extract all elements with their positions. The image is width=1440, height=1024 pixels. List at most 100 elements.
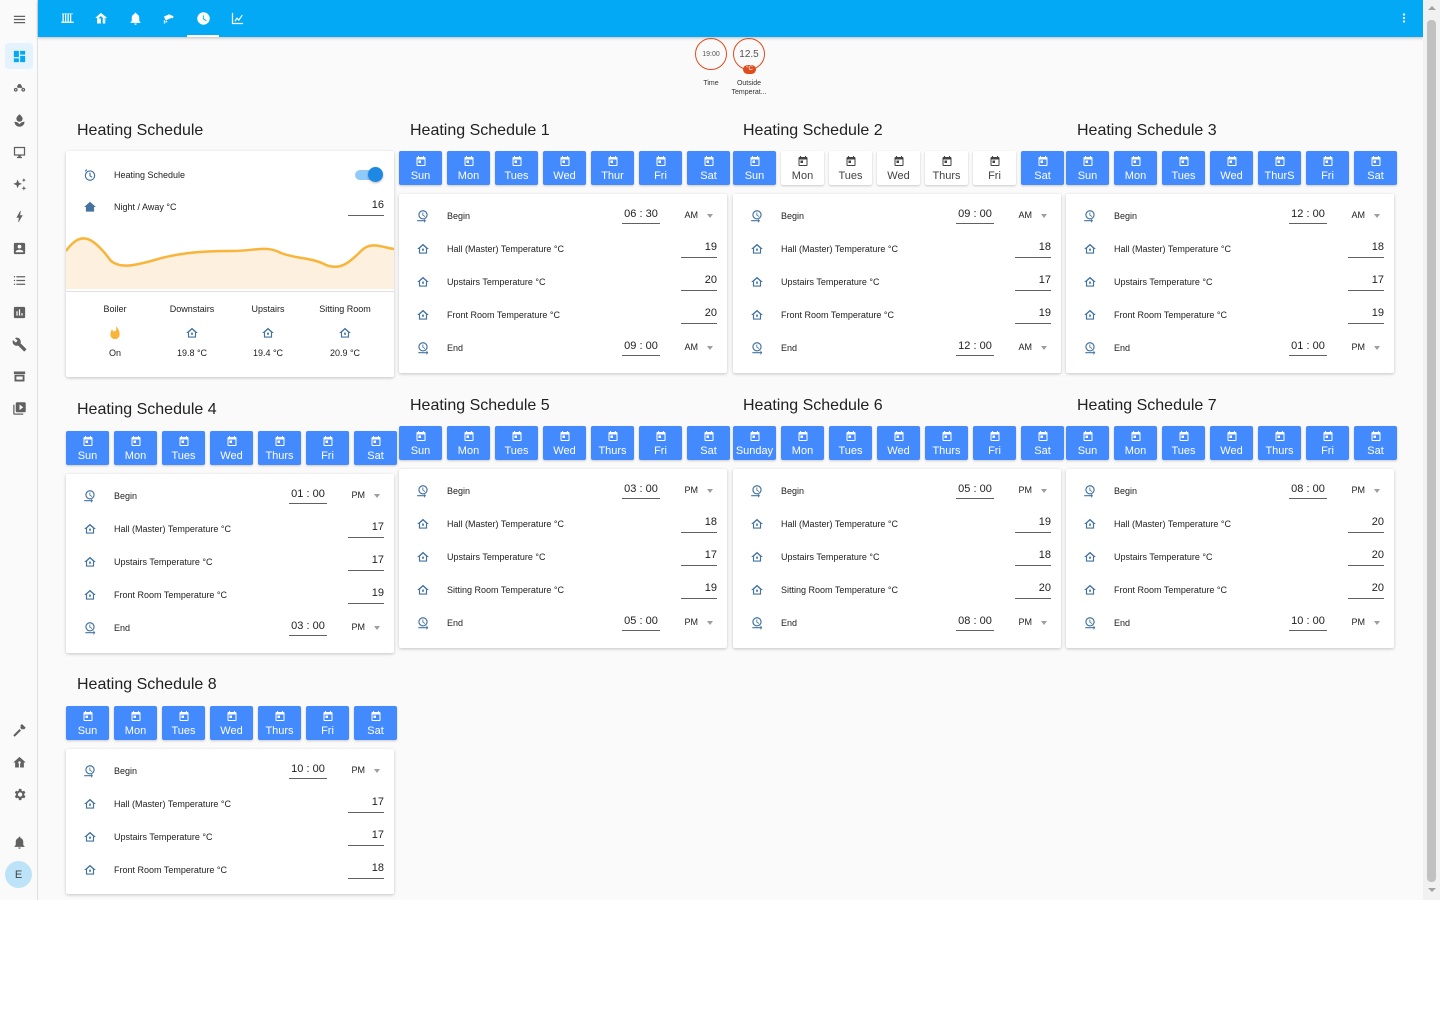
sidebar-item-home-settings[interactable] bbox=[5, 749, 33, 775]
tab-cameras[interactable] bbox=[152, 0, 186, 37]
day-button-wed[interactable]: Wed bbox=[543, 151, 586, 185]
sidebar-item-mower[interactable] bbox=[5, 75, 33, 101]
day-button-sun[interactable]: Sun bbox=[399, 426, 442, 460]
zone-0[interactable]: Boiler On bbox=[80, 304, 150, 358]
heating-schedule-toggle-row[interactable]: Heating Schedule bbox=[66, 160, 394, 193]
sidebar-item-people[interactable] bbox=[5, 235, 33, 261]
begin-ampm[interactable]: PM bbox=[1018, 485, 1033, 495]
temperature-input[interactable]: 20 bbox=[1348, 577, 1384, 599]
chevron-down-icon[interactable] bbox=[1041, 214, 1047, 218]
sidebar-item-plants[interactable] bbox=[5, 107, 33, 133]
day-button-tues[interactable]: Tues bbox=[1162, 151, 1205, 185]
chevron-down-icon[interactable] bbox=[1041, 346, 1047, 350]
temperature-input[interactable]: 17 bbox=[348, 549, 384, 571]
day-button-fri[interactable]: Fri bbox=[1306, 426, 1349, 460]
chevron-down-icon[interactable] bbox=[707, 214, 713, 218]
day-button-thurs[interactable]: Thurs bbox=[258, 431, 301, 465]
day-button-sun[interactable]: Sun bbox=[1066, 151, 1109, 185]
sidebar-item-logbook[interactable] bbox=[5, 267, 33, 293]
badge-time[interactable]: 19:00 Time bbox=[691, 38, 731, 88]
end-ampm[interactable]: PM bbox=[351, 622, 366, 632]
day-button-fri[interactable]: Fri bbox=[639, 151, 682, 185]
temperature-input[interactable]: 20 bbox=[681, 302, 717, 324]
begin-ampm[interactable]: AM bbox=[684, 210, 699, 220]
temperature-input[interactable]: 17 bbox=[1348, 269, 1384, 291]
end-time-input[interactable]: 05 : 00 bbox=[622, 611, 660, 631]
temperature-input[interactable]: 18 bbox=[681, 511, 717, 533]
day-button-sun[interactable]: Sun bbox=[66, 431, 109, 465]
chevron-down-icon[interactable] bbox=[707, 346, 713, 350]
begin-time-input[interactable]: 06 : 30 bbox=[622, 204, 660, 224]
day-button-sun[interactable]: Sun bbox=[399, 151, 442, 185]
chevron-down-icon[interactable] bbox=[1041, 621, 1047, 625]
day-button-thur[interactable]: Thur bbox=[591, 151, 634, 185]
chevron-down-icon[interactable] bbox=[374, 626, 380, 630]
temperature-input[interactable]: 17 bbox=[681, 544, 717, 566]
begin-ampm[interactable]: AM bbox=[1018, 210, 1033, 220]
begin-time-input[interactable]: 12 : 00 bbox=[1289, 204, 1327, 224]
day-button-fri[interactable]: Fri bbox=[973, 151, 1016, 185]
day-button-mon[interactable]: Mon bbox=[781, 151, 824, 185]
tab-heating[interactable] bbox=[50, 0, 84, 37]
sidebar-item-history[interactable] bbox=[5, 299, 33, 325]
temperature-input[interactable]: 18 bbox=[1348, 236, 1384, 258]
temperature-input[interactable]: 20 bbox=[1348, 511, 1384, 533]
day-button-thurs[interactable]: Thurs bbox=[1258, 426, 1301, 460]
temperature-input[interactable]: 17 bbox=[348, 824, 384, 846]
day-button-wed[interactable]: Wed bbox=[877, 151, 920, 185]
day-button-sat[interactable]: Sat bbox=[1021, 426, 1064, 460]
temperature-input[interactable]: 17 bbox=[348, 516, 384, 538]
day-button-fri[interactable]: Fri bbox=[639, 426, 682, 460]
begin-ampm[interactable]: AM bbox=[1351, 210, 1366, 220]
day-button-sun[interactable]: Sun bbox=[733, 151, 776, 185]
day-button-tues[interactable]: Tues bbox=[829, 151, 872, 185]
begin-time-input[interactable]: 01 : 00 bbox=[289, 484, 327, 504]
day-button-fri[interactable]: Fri bbox=[973, 426, 1016, 460]
day-button-sun[interactable]: Sun bbox=[1066, 426, 1109, 460]
chevron-down-icon[interactable] bbox=[1374, 489, 1380, 493]
day-button-wed[interactable]: Wed bbox=[210, 706, 253, 740]
temperature-input[interactable]: 19 bbox=[1015, 511, 1051, 533]
end-time-input[interactable]: 12 : 00 bbox=[956, 336, 994, 356]
temperature-input[interactable]: 19 bbox=[681, 577, 717, 599]
begin-ampm[interactable]: PM bbox=[1351, 485, 1366, 495]
page-scrollbar[interactable] bbox=[1423, 0, 1440, 900]
day-button-thurs[interactable]: Thurs bbox=[258, 706, 301, 740]
day-button-thurs[interactable]: Thurs bbox=[591, 426, 634, 460]
end-time-input[interactable]: 08 : 00 bbox=[956, 611, 994, 631]
temperature-input[interactable]: 17 bbox=[1015, 269, 1051, 291]
night-away-input[interactable]: 16 bbox=[348, 194, 384, 216]
end-ampm[interactable]: AM bbox=[684, 342, 699, 352]
end-ampm[interactable]: AM bbox=[1018, 342, 1033, 352]
day-button-thurs[interactable]: ThurS bbox=[1258, 151, 1301, 185]
temperature-input[interactable]: 19 bbox=[1015, 302, 1051, 324]
end-time-input[interactable]: 01 : 00 bbox=[1289, 336, 1327, 356]
day-button-mon[interactable]: Mon bbox=[447, 426, 490, 460]
sidebar-item-developer-tools[interactable] bbox=[5, 717, 33, 743]
day-button-sunday[interactable]: Sunday bbox=[733, 426, 776, 460]
tab-schedule[interactable] bbox=[186, 0, 220, 37]
day-button-sat[interactable]: Sat bbox=[1021, 151, 1064, 185]
day-button-thurs[interactable]: Thurs bbox=[925, 426, 968, 460]
chevron-down-icon[interactable] bbox=[707, 489, 713, 493]
begin-ampm[interactable]: PM bbox=[684, 485, 699, 495]
temperature-input[interactable]: 18 bbox=[348, 857, 384, 879]
day-button-sat[interactable]: Sat bbox=[687, 151, 730, 185]
day-button-wed[interactable]: Wed bbox=[877, 426, 920, 460]
tab-alerts[interactable] bbox=[118, 0, 152, 37]
begin-time-input[interactable]: 03 : 00 bbox=[622, 479, 660, 499]
sidebar-item-overview[interactable] bbox=[5, 43, 33, 69]
temperature-input[interactable]: 20 bbox=[1348, 544, 1384, 566]
menu-icon[interactable] bbox=[5, 6, 33, 32]
day-button-wed[interactable]: Wed bbox=[210, 431, 253, 465]
temperature-input[interactable]: 18 bbox=[1015, 544, 1051, 566]
chevron-down-icon[interactable] bbox=[1374, 346, 1380, 350]
day-button-wed[interactable]: Wed bbox=[1210, 151, 1253, 185]
scroll-up-arrow[interactable] bbox=[1428, 6, 1436, 10]
temperature-input[interactable]: 20 bbox=[1015, 577, 1051, 599]
day-button-sat[interactable]: Sat bbox=[687, 426, 730, 460]
begin-ampm[interactable]: PM bbox=[351, 490, 366, 500]
dots-vertical-icon[interactable] bbox=[1395, 9, 1413, 27]
sidebar-item-settings[interactable] bbox=[5, 781, 33, 807]
scroll-thumb[interactable] bbox=[1427, 20, 1436, 882]
